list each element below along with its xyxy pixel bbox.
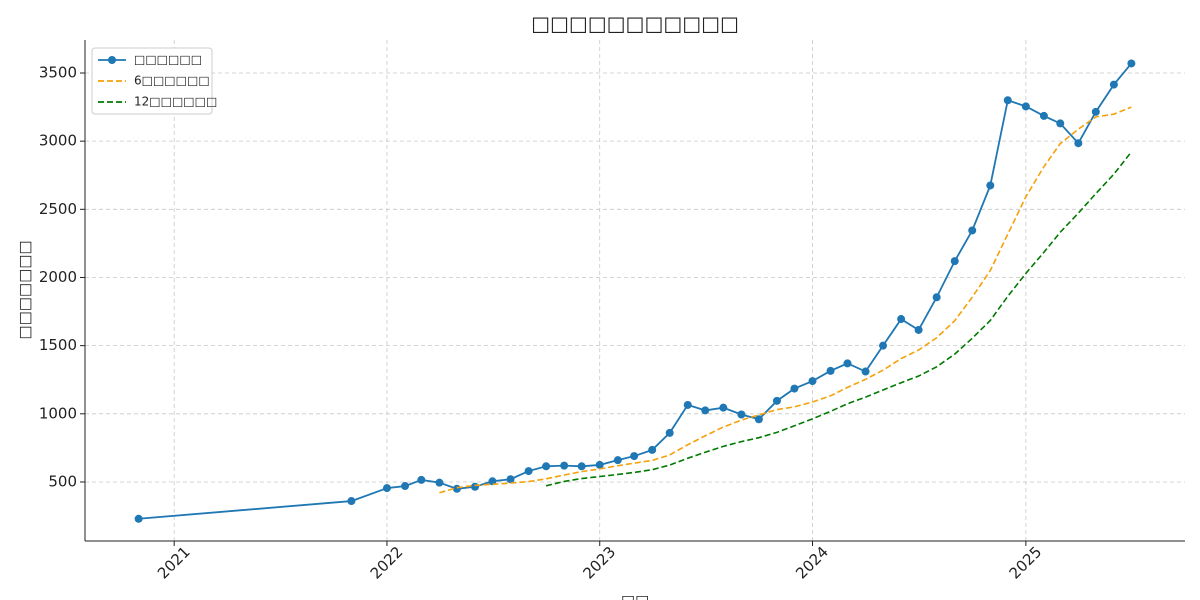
legend-label: 6□□□□□□ — [134, 74, 210, 88]
data-point — [488, 477, 497, 486]
data-point — [630, 452, 639, 461]
data-point — [772, 396, 781, 405]
data-point — [968, 226, 977, 235]
data-point — [754, 415, 763, 424]
data-point — [1127, 59, 1136, 68]
y-tick-label: 1500 — [39, 336, 77, 354]
x-axis-label: □□ — [621, 592, 649, 600]
data-point — [950, 257, 959, 266]
data-point — [595, 460, 604, 469]
data-point — [382, 484, 391, 493]
data-point — [986, 181, 995, 190]
data-point — [1109, 80, 1118, 89]
y-tick-label: 1000 — [39, 404, 77, 422]
data-point — [134, 514, 143, 523]
x-tick-label: 2023 — [580, 543, 620, 583]
legend-marker — [108, 56, 116, 64]
data-point — [1003, 96, 1012, 105]
data-point — [879, 341, 888, 350]
data-point — [914, 325, 923, 334]
series-line — [138, 62, 1133, 520]
data-point — [470, 482, 479, 491]
data-point — [577, 462, 586, 471]
data-point — [826, 366, 835, 375]
y-tick-label: 500 — [48, 472, 77, 490]
data-point — [1021, 102, 1030, 111]
data-point — [932, 293, 941, 302]
y-tick-label: 2500 — [39, 200, 77, 218]
data-point — [524, 467, 533, 476]
data-point — [683, 400, 692, 409]
data-point — [347, 497, 356, 506]
data-point — [613, 456, 622, 465]
data-point — [808, 377, 817, 386]
chart-title: □□□□□□□□□□□ — [531, 12, 739, 36]
data-point — [648, 445, 657, 454]
y-tick-label: 3500 — [39, 63, 77, 81]
legend-label: 12□□□□□□ — [134, 95, 217, 109]
legend-label: □□□□□□ — [134, 53, 202, 67]
x-tick-label: 2022 — [367, 543, 407, 583]
y-tick-label: 2000 — [39, 268, 77, 286]
data-point — [701, 406, 710, 415]
data-point — [401, 482, 410, 491]
x-tick-label: 2021 — [154, 543, 194, 583]
data-point — [452, 484, 461, 493]
data-point — [542, 462, 551, 471]
data-point — [719, 403, 728, 412]
series-line — [545, 151, 1132, 487]
data-point — [861, 367, 870, 376]
data-point — [417, 475, 426, 484]
data-point — [560, 461, 569, 470]
legend-box — [91, 47, 213, 115]
data-point — [1039, 111, 1048, 120]
data-point — [665, 428, 674, 437]
x-tick-label: 2024 — [792, 543, 832, 583]
data-point — [737, 410, 746, 419]
series-line — [439, 106, 1132, 494]
data-point — [790, 384, 799, 393]
y-tick-label: 3000 — [39, 132, 77, 150]
data-point — [843, 359, 852, 368]
data-point — [1074, 139, 1083, 148]
data-point — [1056, 119, 1065, 128]
x-tick-label: 2025 — [1006, 543, 1046, 583]
data-point — [435, 478, 444, 487]
y-axis-label: □□□□□□□ — [16, 240, 34, 339]
data-point — [897, 315, 906, 324]
data-point — [1091, 107, 1100, 116]
data-point — [506, 475, 515, 484]
